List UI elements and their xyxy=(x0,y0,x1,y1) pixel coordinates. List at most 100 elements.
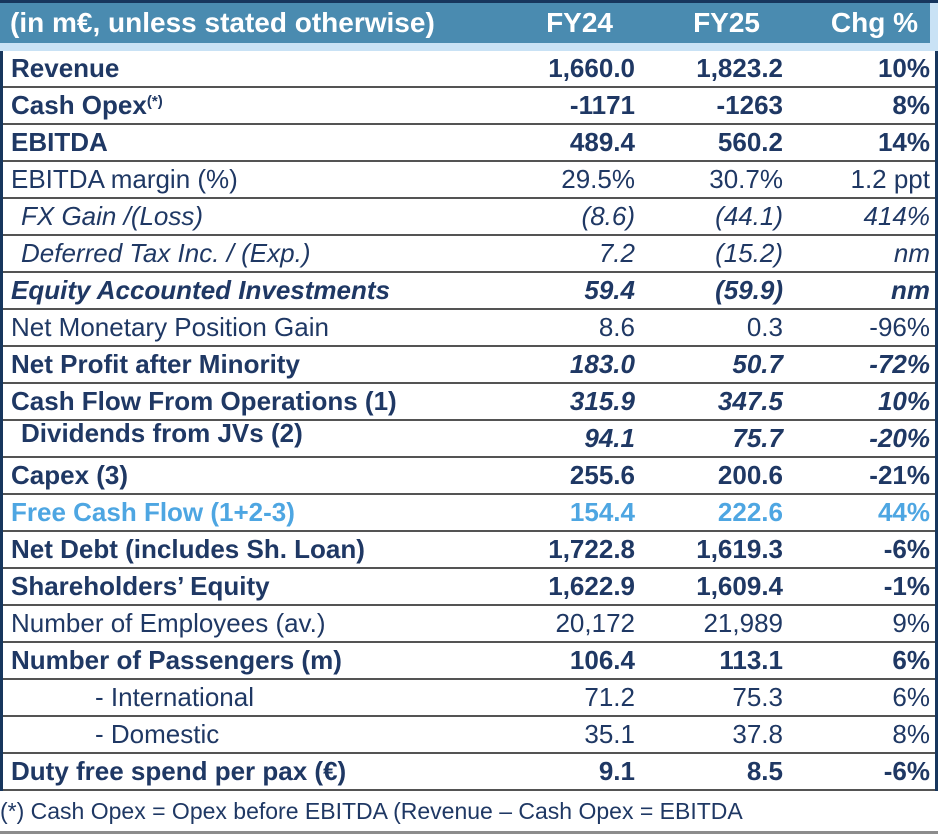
table-header: (in m€, unless stated otherwise) FY24 FY… xyxy=(0,3,938,51)
row-label: Cash Flow From Operations (1) xyxy=(11,386,397,416)
fy24-value: 255.6 xyxy=(569,460,635,490)
row-number-of-passengers: Number of Passengers (m) 106.4 113.1 6% xyxy=(3,643,935,680)
footnote: (*) Cash Opex = Opex before EBITDA (Reve… xyxy=(0,791,938,834)
fy25-value: 200.6 xyxy=(717,460,783,490)
chg-value: nm xyxy=(891,275,930,305)
fy25-value: 0.3 xyxy=(746,312,783,342)
chg-value: -6% xyxy=(883,534,930,564)
row-net-monetary-position-gain: Net Monetary Position Gain 8.6 0.3 -96% xyxy=(3,310,935,347)
row-net-debt: Net Debt (includes Sh. Loan) 1,722.8 1,6… xyxy=(3,532,935,569)
fy25-value: 21,989 xyxy=(703,608,783,638)
row-label: Equity Accounted Investments xyxy=(11,275,390,305)
row-label: Shareholders’ Equity xyxy=(11,571,270,601)
chg-value: 44% xyxy=(877,497,930,527)
row-label: FX Gain /(Loss) xyxy=(21,201,204,231)
row-label: - International xyxy=(95,682,254,712)
fy24-value: -1171 xyxy=(569,90,635,120)
fy25-value: 50.7 xyxy=(732,349,783,379)
chg-value: 8% xyxy=(892,719,930,749)
fy25-value: 1,823.2 xyxy=(696,53,783,83)
header-chg-pct: Chg % xyxy=(830,7,918,38)
fy24-value: (8.6) xyxy=(581,201,635,231)
fy24-value: 8.6 xyxy=(598,312,635,342)
row-label: - Domestic xyxy=(95,719,220,749)
fy25-value: (59.9) xyxy=(715,275,783,305)
row-number-of-employees: Number of Employees (av.) 20,172 21,989 … xyxy=(3,606,935,643)
row-label: Free Cash Flow (1+2-3) xyxy=(11,497,295,527)
header-fy24: FY24 xyxy=(546,7,613,38)
fy24-value: 94.1 xyxy=(584,423,635,453)
fy24-value: 1,722.8 xyxy=(548,534,635,564)
chg-value: -6% xyxy=(883,756,930,786)
chg-value: 10% xyxy=(877,386,930,416)
fy25-value: 222.6 xyxy=(717,497,783,527)
chg-value: 6% xyxy=(892,645,930,675)
fy24-value: 154.4 xyxy=(569,497,635,527)
chg-value: 10% xyxy=(877,53,930,83)
chg-value: nm xyxy=(893,238,930,268)
fy25-value: -1263 xyxy=(716,90,784,120)
chg-value: 8% xyxy=(892,90,930,120)
fy25-value: 8.5 xyxy=(746,756,783,786)
fy24-value: 1,660.0 xyxy=(548,53,635,83)
row-label: Deferred Tax Inc. / (Exp.) xyxy=(21,238,311,268)
row-label: Dividends from JVs (2) xyxy=(21,418,303,448)
row-duty-free-spend-per-pax: Duty free spend per pax (€) 9.1 8.5 -6% xyxy=(3,754,935,791)
chg-value: 9% xyxy=(892,608,930,638)
fy24-value: 71.2 xyxy=(584,682,635,712)
header-units-label: (in m€, unless stated otherwise) xyxy=(10,7,435,38)
fy24-value: 183.0 xyxy=(569,349,635,379)
fy25-value: 560.2 xyxy=(717,127,783,157)
chg-value: 6% xyxy=(892,682,930,712)
row-domestic-passengers: - Domestic 35.1 37.8 8% xyxy=(3,717,935,754)
fy25-value: 1,609.4 xyxy=(696,571,783,601)
fy25-value: 37.8 xyxy=(732,719,783,749)
row-label: Net Profit after Minority xyxy=(11,349,300,379)
chg-value: -21% xyxy=(869,460,930,490)
chg-value: 414% xyxy=(863,201,931,231)
fy25-value: 113.1 xyxy=(719,645,783,675)
row-label: Number of Passengers (m) xyxy=(11,645,342,675)
row-label: Revenue xyxy=(11,53,120,83)
row-fx-gain-loss: FX Gain /(Loss) (8.6) (44.1) 414% xyxy=(3,199,935,236)
row-label: Net Debt (includes Sh. Loan) xyxy=(11,534,365,564)
fy24-value: 59.4 xyxy=(584,275,635,305)
fy24-value: 20,172 xyxy=(555,608,635,638)
row-ebitda-margin: EBITDA margin (%) 29.5% 30.7% 1.2 ppt xyxy=(3,162,935,199)
fy24-value: 106.4 xyxy=(569,645,635,675)
row-cash-opex: Cash Opex(*) -1171 -1263 8% xyxy=(3,88,935,125)
row-label: Duty free spend per pax (€) xyxy=(11,756,347,786)
row-label: Net Monetary Position Gain xyxy=(11,312,329,342)
fy24-value: 1,622.9 xyxy=(548,571,635,601)
chg-value: -20% xyxy=(869,423,930,453)
row-deferred-tax: Deferred Tax Inc. / (Exp.) 7.2 (15.2) nm xyxy=(3,236,935,273)
fy24-value: 315.9 xyxy=(569,386,635,416)
row-shareholders-equity: Shareholders’ Equity 1,622.9 1,609.4 -1% xyxy=(3,569,935,606)
fy25-value: 347.5 xyxy=(717,386,783,416)
table-body: Revenue 1,660.0 1,823.2 10% Cash Opex(*)… xyxy=(0,51,938,791)
chg-value: -96% xyxy=(869,312,930,342)
row-label: Capex (3) xyxy=(11,460,129,490)
fy24-value: 489.4 xyxy=(569,127,635,157)
chg-value: -1% xyxy=(883,571,930,601)
fy24-value: 7.2 xyxy=(598,238,635,268)
row-cash-flow-from-operations: Cash Flow From Operations (1) 315.9 347.… xyxy=(3,384,935,421)
row-label: Cash Opex(*) xyxy=(3,90,465,121)
row-ebitda: EBITDA 489.4 560.2 14% xyxy=(3,125,935,162)
chg-value: -72% xyxy=(869,349,930,379)
row-label-text: Cash Opex xyxy=(11,90,147,120)
row-equity-accounted-investments: Equity Accounted Investments 59.4 (59.9)… xyxy=(3,273,935,310)
row-label: EBITDA xyxy=(11,127,108,157)
fy25-value: 75.3 xyxy=(732,682,783,712)
row-international-passengers: - International 71.2 75.3 6% xyxy=(3,680,935,717)
header-fy25: FY25 xyxy=(693,7,760,38)
fy24-value: 29.5% xyxy=(561,164,635,194)
fy25-value: (44.1) xyxy=(715,201,783,231)
row-revenue: Revenue 1,660.0 1,823.2 10% xyxy=(3,51,935,88)
row-capex: Capex (3) 255.6 200.6 -21% xyxy=(3,458,935,495)
fy25-value: 1,619.3 xyxy=(696,534,783,564)
row-dividends-from-jvs: Dividends from JVs (2) 94.1 75.7 -20% xyxy=(3,418,935,458)
row-net-profit-after-minority: Net Profit after Minority 183.0 50.7 -72… xyxy=(3,347,935,384)
fy24-value: 9.1 xyxy=(598,756,635,786)
